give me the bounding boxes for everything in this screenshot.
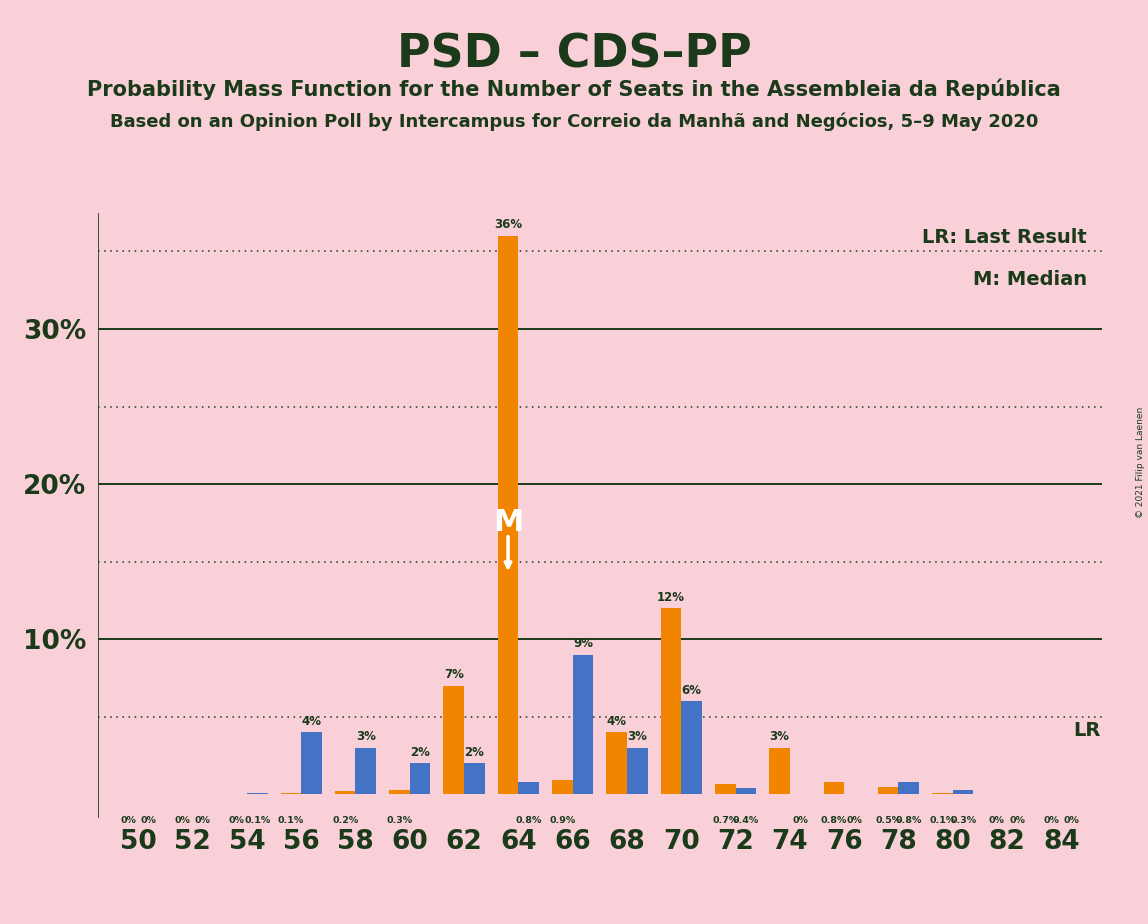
Text: 0.8%: 0.8% xyxy=(895,816,922,825)
Text: LR: LR xyxy=(1073,721,1101,740)
Text: 0.3%: 0.3% xyxy=(387,816,412,825)
Bar xyxy=(573,655,594,795)
Bar xyxy=(953,790,974,795)
Text: 0.7%: 0.7% xyxy=(712,816,738,825)
Bar xyxy=(498,236,519,795)
Bar xyxy=(389,790,410,795)
Text: 0.1%: 0.1% xyxy=(245,816,270,825)
Bar xyxy=(681,701,701,795)
Text: 2%: 2% xyxy=(465,746,484,759)
Text: 0%: 0% xyxy=(174,816,191,825)
Text: 3%: 3% xyxy=(627,730,647,743)
Text: Based on an Opinion Poll by Intercampus for Correio da Manhã and Negócios, 5–9 M: Based on an Opinion Poll by Intercampus … xyxy=(110,113,1038,131)
Text: 6%: 6% xyxy=(682,684,701,697)
Text: LR: Last Result: LR: Last Result xyxy=(922,227,1087,247)
Text: 0%: 0% xyxy=(1044,816,1058,825)
Text: 0.2%: 0.2% xyxy=(332,816,358,825)
Text: 0%: 0% xyxy=(1009,816,1025,825)
Bar xyxy=(335,791,356,795)
Text: 0.8%: 0.8% xyxy=(821,816,847,825)
Bar xyxy=(552,781,573,795)
Bar xyxy=(769,748,790,795)
Text: 4%: 4% xyxy=(606,715,627,728)
Text: 0%: 0% xyxy=(792,816,808,825)
Bar xyxy=(606,733,627,795)
Bar xyxy=(356,748,377,795)
Text: Probability Mass Function for the Number of Seats in the Assembleia da República: Probability Mass Function for the Number… xyxy=(87,79,1061,100)
Text: 36%: 36% xyxy=(494,218,522,231)
Text: M: Median: M: Median xyxy=(972,270,1087,289)
Text: 0.5%: 0.5% xyxy=(875,816,901,825)
Text: 0.8%: 0.8% xyxy=(515,816,542,825)
Text: 3%: 3% xyxy=(769,730,790,743)
Bar xyxy=(464,763,484,795)
Bar xyxy=(519,782,540,795)
Text: 0%: 0% xyxy=(195,816,211,825)
Text: 0%: 0% xyxy=(988,816,1004,825)
Text: M: M xyxy=(492,508,523,538)
Bar xyxy=(823,782,844,795)
Text: PSD – CDS–PP: PSD – CDS–PP xyxy=(396,32,752,78)
Text: 0%: 0% xyxy=(846,816,862,825)
Bar xyxy=(247,793,267,795)
Text: 0%: 0% xyxy=(228,816,245,825)
Text: 0.9%: 0.9% xyxy=(549,816,575,825)
Text: © 2021 Filip van Laenen: © 2021 Filip van Laenen xyxy=(1135,407,1145,517)
Bar xyxy=(715,784,736,795)
Bar xyxy=(280,793,301,795)
Text: 2%: 2% xyxy=(410,746,430,759)
Text: 0%: 0% xyxy=(141,816,156,825)
Bar xyxy=(878,786,899,795)
Bar xyxy=(736,788,757,795)
Bar xyxy=(932,793,953,795)
Bar xyxy=(410,763,430,795)
Bar xyxy=(301,733,321,795)
Text: 0.4%: 0.4% xyxy=(732,816,759,825)
Bar xyxy=(899,782,920,795)
Bar xyxy=(443,686,464,795)
Bar xyxy=(660,608,681,795)
Text: 0.1%: 0.1% xyxy=(930,816,955,825)
Text: 0.1%: 0.1% xyxy=(278,816,304,825)
Text: 7%: 7% xyxy=(444,668,464,681)
Text: 3%: 3% xyxy=(356,730,375,743)
Bar xyxy=(627,748,647,795)
Text: 0%: 0% xyxy=(121,816,135,825)
Text: 0.3%: 0.3% xyxy=(951,816,976,825)
Text: 12%: 12% xyxy=(657,590,685,603)
Text: 9%: 9% xyxy=(573,638,594,650)
Text: 4%: 4% xyxy=(302,715,321,728)
Text: 0%: 0% xyxy=(1064,816,1079,825)
